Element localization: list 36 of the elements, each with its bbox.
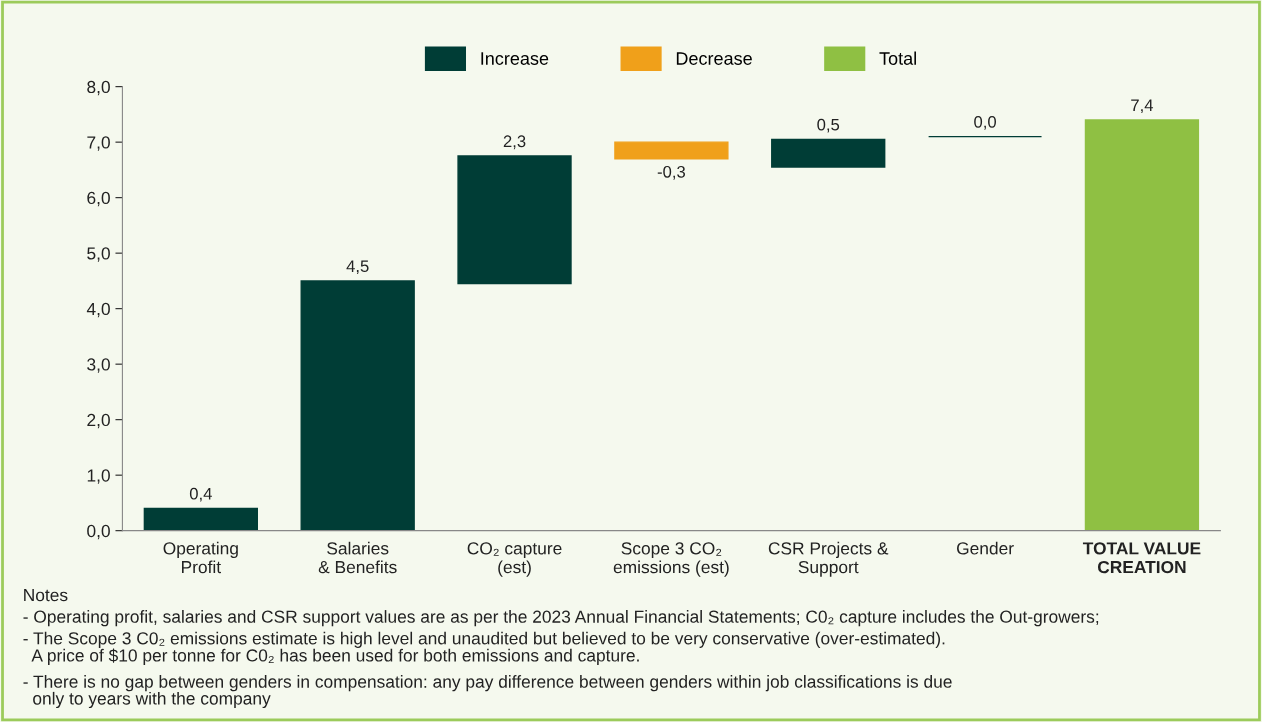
x-tick-label: TOTAL VALUE CREATION xyxy=(1082,542,1201,574)
x-tick-label: CSR Projects & Support xyxy=(768,541,889,577)
text: - Operating profit, salaries and CSR support values are as per the 2023 Annual Financial Statements; C0₂ capture includes the Out-growers; xyxy=(23,610,1099,627)
y-tick-label: 4,0 xyxy=(86,302,110,318)
bar xyxy=(771,138,886,168)
legend-label: Total xyxy=(879,51,916,65)
x-tick-label: Operating Profit xyxy=(163,541,238,574)
bar xyxy=(300,280,415,531)
data-label: 0,5 xyxy=(817,118,840,133)
data-label: 7,4 xyxy=(1131,99,1154,114)
bar xyxy=(1084,119,1200,531)
data-label: 0,0 xyxy=(974,115,997,130)
data-label: 2,3 xyxy=(503,135,526,150)
data-label: -0,3 xyxy=(657,165,686,180)
y-tick-label: 5,0 xyxy=(87,247,110,262)
bar xyxy=(614,141,729,160)
x-tick-label: Gender xyxy=(957,541,1014,555)
y-tick-label: 3,0 xyxy=(87,358,110,373)
y-tick-label: 8,0 xyxy=(87,80,110,96)
y-tick-label: 6,0 xyxy=(87,191,110,207)
x-tick-label: Salaries & Benefits xyxy=(318,541,397,574)
text: Notes xyxy=(24,589,68,602)
text: - The Scope 3 C0₂ emissions estimate is high level and unaudited but believed to be very conservative (over-estimated). A price of $10 per tonne for C0₂ has been used for both emissions and capture. xyxy=(23,631,945,666)
y-tick-label: 7,0 xyxy=(87,136,110,151)
bar xyxy=(143,507,258,531)
text: - There is no gap between genders in compensation: any pay difference between genders within job classifications is due only to years with the company xyxy=(23,675,952,709)
legend-label: Increase xyxy=(481,52,549,65)
data-label: 0,4 xyxy=(189,487,212,502)
legend-label: Decrease xyxy=(676,52,752,65)
bar xyxy=(457,155,572,285)
x-tick-label: CO₂ capture (est) xyxy=(467,542,562,577)
x-tick-label: Scope 3 CO₂ emissions (est) xyxy=(613,542,729,577)
data-label: 4,5 xyxy=(346,260,369,275)
y-tick-label: 0,0 xyxy=(87,524,110,540)
y-tick-label: 1,0 xyxy=(87,469,110,484)
y-tick-label: 2,0 xyxy=(87,413,110,429)
